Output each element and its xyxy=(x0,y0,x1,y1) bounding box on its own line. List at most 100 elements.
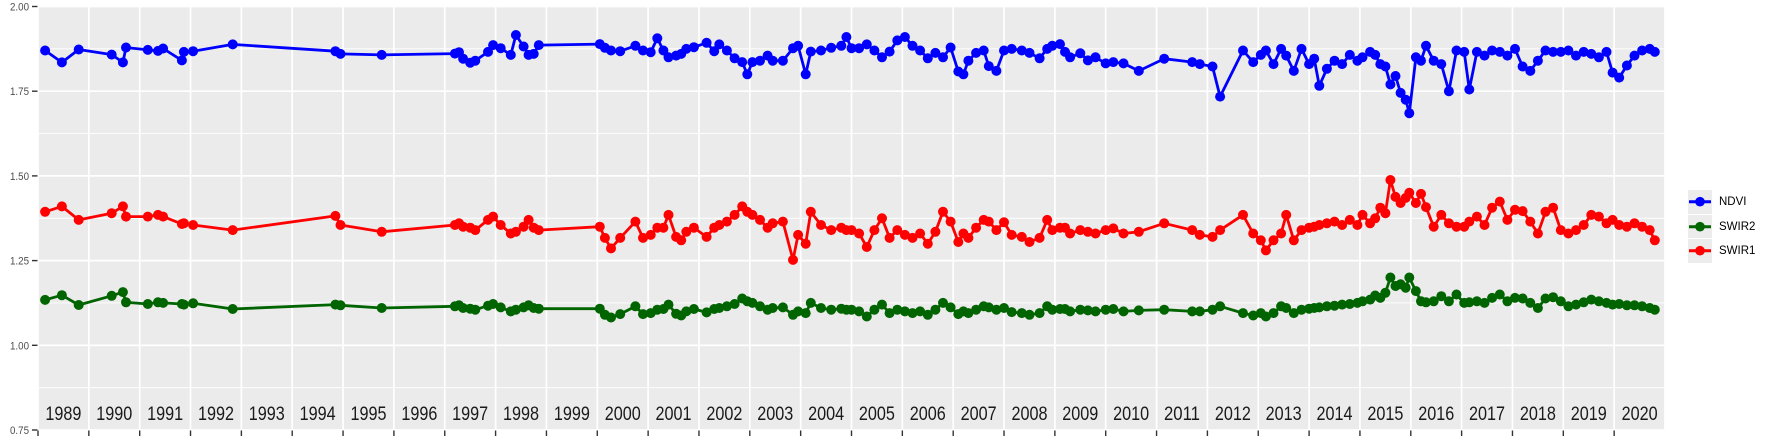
data-point xyxy=(1090,306,1101,317)
data-point xyxy=(938,297,948,308)
data-point xyxy=(178,46,189,57)
data-point xyxy=(1309,53,1320,64)
data-point xyxy=(1065,306,1076,317)
data-point xyxy=(1118,306,1129,317)
data-point xyxy=(1436,209,1447,220)
data-point xyxy=(1571,50,1581,61)
data-point xyxy=(884,308,895,319)
data-point xyxy=(1443,86,1454,97)
data-point xyxy=(1629,300,1640,311)
data-point xyxy=(922,53,933,64)
data-point xyxy=(869,304,880,315)
data-point xyxy=(869,45,880,56)
data-point xyxy=(1532,228,1543,239)
data-point xyxy=(1047,40,1058,51)
data-point xyxy=(1337,59,1348,70)
data-point xyxy=(816,220,826,230)
data-point xyxy=(1416,188,1426,199)
x-tick-label: 2005 xyxy=(859,404,895,425)
data-point xyxy=(945,216,956,227)
data-point xyxy=(142,44,153,55)
data-point xyxy=(663,209,674,220)
data-point xyxy=(376,226,387,237)
x-tick-label: 2013 xyxy=(1266,404,1302,425)
data-point xyxy=(1563,301,1574,312)
series-swir2 xyxy=(40,272,1660,323)
data-point xyxy=(922,309,933,320)
data-point xyxy=(1260,311,1271,322)
data-point xyxy=(40,206,51,217)
data-point xyxy=(1159,218,1170,229)
data-point xyxy=(1337,299,1348,310)
x-axis-ticks xyxy=(37,430,1615,436)
data-point xyxy=(73,214,84,225)
data-point xyxy=(1532,303,1543,313)
data-point xyxy=(488,211,499,222)
data-point xyxy=(755,214,765,225)
data-point xyxy=(1540,45,1551,56)
data-point xyxy=(1260,45,1271,56)
data-point xyxy=(1075,225,1086,236)
data-point xyxy=(1451,289,1462,300)
x-tick-label: 1991 xyxy=(147,404,183,425)
data-point xyxy=(117,201,128,212)
data-point xyxy=(533,225,544,236)
data-point xyxy=(1288,235,1299,246)
data-point xyxy=(1047,304,1058,315)
data-point xyxy=(638,309,648,320)
data-point xyxy=(877,213,887,224)
data-point xyxy=(1525,297,1536,308)
data-point xyxy=(1082,55,1093,66)
data-point xyxy=(1090,52,1101,63)
data-point xyxy=(470,55,481,66)
data-point xyxy=(767,218,778,229)
legend-key-swir1-icon xyxy=(1688,239,1712,263)
data-point xyxy=(1370,213,1381,224)
data-point xyxy=(1321,218,1332,229)
data-point xyxy=(958,69,969,80)
data-point xyxy=(721,45,732,56)
x-tick-label: 2018 xyxy=(1520,404,1556,425)
data-point xyxy=(1133,65,1144,76)
data-point xyxy=(1494,289,1505,300)
data-point xyxy=(681,226,692,237)
data-point xyxy=(991,65,1002,76)
data-point xyxy=(999,303,1009,313)
data-point xyxy=(1494,196,1505,207)
y-tick-label: 1.50 xyxy=(10,171,29,183)
data-point xyxy=(1238,45,1248,56)
data-point xyxy=(681,306,692,317)
data-point xyxy=(106,208,117,219)
data-point xyxy=(1464,216,1475,227)
data-point xyxy=(121,42,131,53)
data-point xyxy=(510,304,521,315)
data-point xyxy=(755,55,765,66)
x-tick-label: 2011 xyxy=(1164,404,1200,425)
data-point xyxy=(1215,225,1226,236)
data-point xyxy=(826,304,837,315)
data-point xyxy=(836,40,847,51)
data-point xyxy=(1395,87,1406,98)
data-point xyxy=(615,232,626,243)
data-point xyxy=(1194,229,1205,240)
x-tick-label: 2009 xyxy=(1062,404,1098,425)
data-point xyxy=(1494,46,1505,57)
data-point xyxy=(714,303,725,313)
data-point xyxy=(1296,43,1307,54)
data-point xyxy=(1487,45,1498,56)
x-tick-label: 2019 xyxy=(1571,404,1607,425)
data-point xyxy=(1118,228,1129,239)
data-point xyxy=(907,308,918,319)
data-point xyxy=(606,243,616,254)
data-point xyxy=(1357,296,1368,307)
data-point xyxy=(1601,46,1612,57)
data-point xyxy=(978,45,989,56)
data-point xyxy=(1380,61,1391,72)
data-point xyxy=(1133,305,1144,316)
data-point xyxy=(1586,209,1597,220)
data-point xyxy=(630,301,641,312)
data-point xyxy=(1421,297,1431,308)
data-point xyxy=(1352,220,1363,230)
